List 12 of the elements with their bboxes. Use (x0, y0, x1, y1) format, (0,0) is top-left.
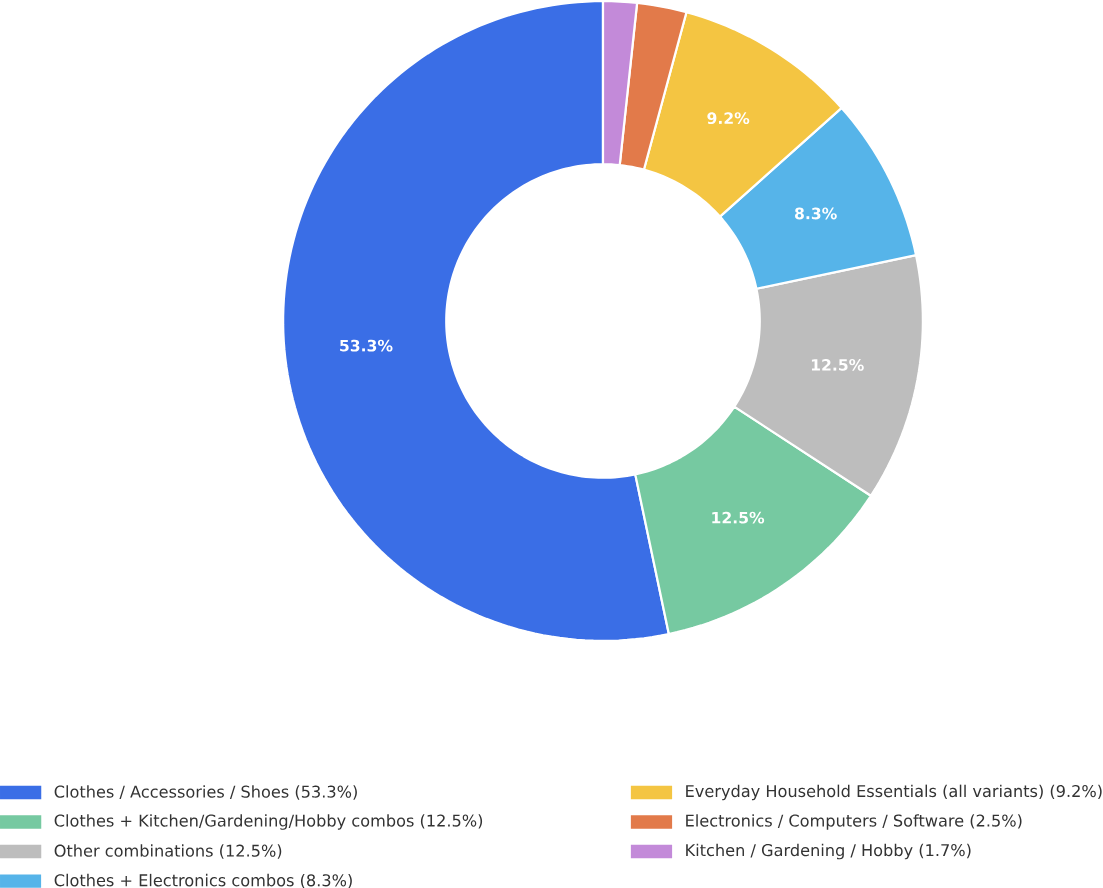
data-label: 9.2% (707, 112, 750, 124)
legend-label: Other combinations (12.5%) (54, 844, 282, 859)
legend-label: Clothes + Electronics combos (8.3%) (54, 873, 352, 888)
legend-label: Electronics / Computers / Software (2.5%) (686, 814, 1022, 830)
data-label: 8.3% (795, 207, 837, 220)
legend-label: Clothes / Accessories / Shoes (53.3%) (54, 785, 357, 800)
legend-label: Everyday Household Essentials (all variants) (9.2%) (686, 784, 1102, 801)
data-label: 53.3% (340, 339, 393, 352)
legend-label: Kitchen / Gardening / Hobby (1.7%) (686, 843, 971, 860)
legend-label: Clothes + Kitchen/Gardening/Hobby combos (12.5%) (54, 814, 483, 830)
data-label: 12.5% (712, 511, 765, 524)
data-label: 12.5% (811, 358, 864, 371)
